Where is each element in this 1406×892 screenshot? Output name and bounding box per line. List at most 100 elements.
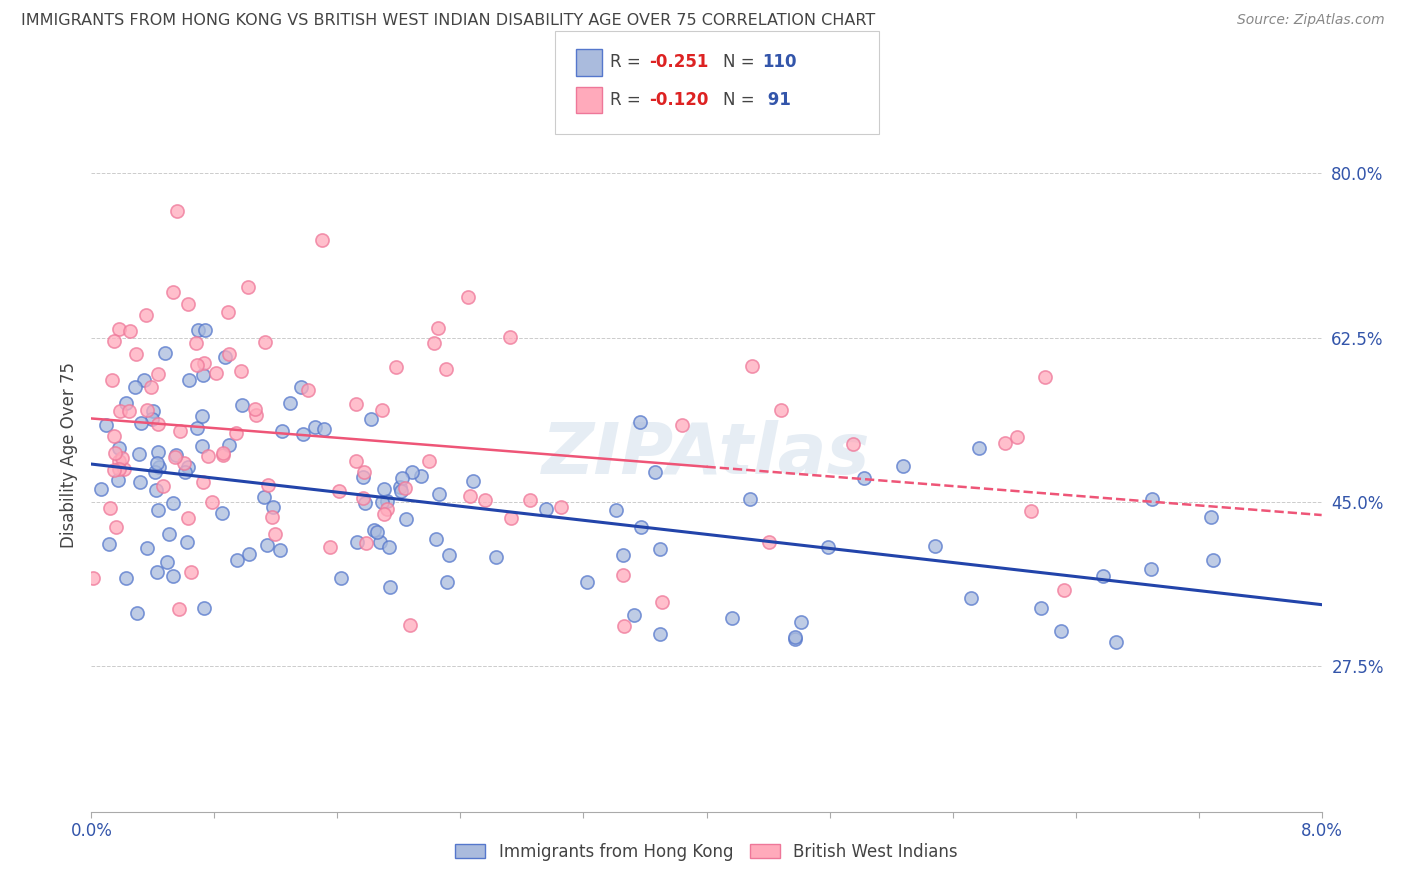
Point bbox=[366, 525, 388, 540]
Point bbox=[1105, 635, 1128, 649]
Point bbox=[612, 548, 634, 562]
Point bbox=[388, 480, 411, 494]
Point bbox=[218, 438, 240, 452]
Point bbox=[162, 285, 184, 299]
Point bbox=[141, 412, 163, 426]
Point bbox=[330, 571, 353, 585]
Point bbox=[1199, 510, 1222, 524]
Point bbox=[180, 565, 202, 579]
Text: 91: 91 bbox=[762, 91, 792, 109]
Point bbox=[418, 453, 440, 467]
Point bbox=[461, 474, 484, 488]
Point bbox=[394, 512, 416, 526]
Point bbox=[212, 446, 235, 460]
Point bbox=[373, 482, 395, 496]
Point bbox=[177, 510, 200, 524]
Point bbox=[212, 448, 235, 462]
Point bbox=[401, 465, 423, 479]
Point bbox=[458, 489, 481, 503]
Point bbox=[457, 290, 479, 304]
Point bbox=[165, 448, 187, 462]
Point bbox=[191, 439, 214, 453]
Text: 110: 110 bbox=[762, 54, 797, 71]
Point bbox=[225, 425, 247, 440]
Point bbox=[790, 615, 813, 629]
Text: N =: N = bbox=[723, 54, 759, 71]
Point bbox=[371, 402, 394, 417]
Point bbox=[125, 607, 148, 621]
Point bbox=[270, 424, 292, 438]
Point bbox=[111, 450, 134, 465]
Point bbox=[231, 398, 253, 412]
Point bbox=[360, 411, 382, 425]
Point bbox=[229, 364, 252, 378]
Point bbox=[353, 465, 375, 479]
Text: -0.251: -0.251 bbox=[650, 54, 709, 71]
Point bbox=[218, 347, 240, 361]
Point bbox=[108, 322, 131, 336]
Point bbox=[238, 547, 260, 561]
Point bbox=[191, 409, 214, 423]
Point bbox=[994, 435, 1017, 450]
Point bbox=[169, 424, 191, 438]
Point bbox=[245, 408, 267, 422]
Point bbox=[319, 540, 342, 554]
Point bbox=[389, 483, 412, 498]
Text: N =: N = bbox=[723, 91, 759, 109]
Point bbox=[174, 465, 197, 479]
Point bbox=[363, 524, 385, 538]
Point bbox=[371, 495, 394, 509]
Point bbox=[304, 420, 326, 434]
Point bbox=[191, 475, 214, 489]
Point bbox=[146, 566, 169, 580]
Point bbox=[648, 627, 671, 641]
Point bbox=[1005, 430, 1028, 444]
Point bbox=[146, 503, 169, 517]
Point bbox=[1050, 624, 1073, 638]
Point bbox=[217, 305, 239, 319]
Point bbox=[291, 426, 314, 441]
Point bbox=[613, 619, 636, 633]
Point bbox=[628, 415, 651, 429]
Point bbox=[352, 491, 374, 505]
Point bbox=[644, 465, 666, 479]
Point bbox=[394, 481, 416, 495]
Point bbox=[129, 417, 152, 431]
Point bbox=[485, 550, 508, 565]
Text: -0.120: -0.120 bbox=[650, 91, 709, 109]
Point bbox=[256, 477, 278, 491]
Point bbox=[314, 422, 336, 436]
Point bbox=[193, 600, 215, 615]
Point bbox=[94, 417, 117, 432]
Point bbox=[378, 540, 401, 554]
Point bbox=[201, 495, 224, 509]
Point bbox=[90, 482, 112, 496]
Point bbox=[297, 383, 319, 397]
Point bbox=[817, 540, 839, 554]
Point bbox=[311, 234, 333, 248]
Point bbox=[136, 541, 159, 555]
Point bbox=[176, 296, 198, 310]
Point bbox=[630, 520, 652, 534]
Point bbox=[148, 417, 170, 431]
Point bbox=[1142, 492, 1164, 507]
Point bbox=[128, 447, 150, 461]
Point bbox=[434, 362, 457, 376]
Point bbox=[253, 491, 276, 505]
Point bbox=[1019, 503, 1042, 517]
Point bbox=[1091, 569, 1114, 583]
Point bbox=[173, 456, 195, 470]
Point bbox=[225, 552, 247, 566]
Point bbox=[423, 336, 446, 351]
Point bbox=[214, 350, 236, 364]
Point bbox=[176, 535, 198, 549]
Point bbox=[166, 204, 188, 219]
Point bbox=[373, 507, 395, 521]
Point bbox=[1031, 600, 1053, 615]
Point bbox=[623, 607, 645, 622]
Point bbox=[550, 500, 572, 515]
Text: IMMIGRANTS FROM HONG KONG VS BRITISH WEST INDIAN DISABILITY AGE OVER 75 CORRELAT: IMMIGRANTS FROM HONG KONG VS BRITISH WES… bbox=[21, 13, 876, 29]
Point bbox=[378, 580, 401, 594]
Point bbox=[143, 465, 166, 479]
Point bbox=[156, 555, 179, 569]
